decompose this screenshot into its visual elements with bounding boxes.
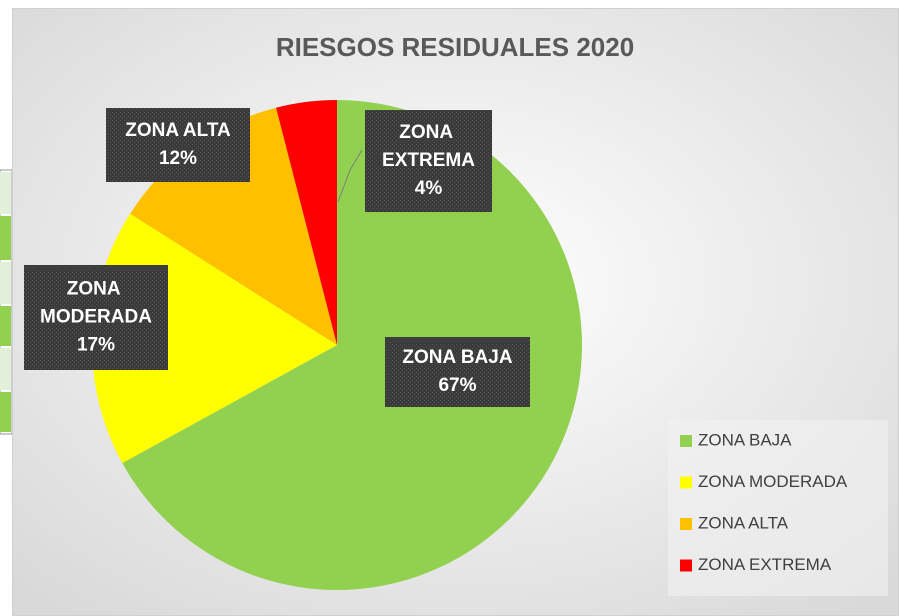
legend-label: ZONA MODERADA <box>698 472 848 491</box>
data-label-value: 4% <box>415 178 443 199</box>
pie-slice <box>122 100 583 590</box>
sheet-fragment <box>0 169 13 435</box>
legend-label: ZONA EXTREMA <box>698 555 832 574</box>
data-label-value: 12% <box>159 148 197 169</box>
leader-line <box>337 149 363 203</box>
data-label-name: ZONA BAJA <box>402 347 512 368</box>
data-label-name: ZONA MODERADA <box>40 279 152 328</box>
pie-slice <box>276 100 337 345</box>
legend-label: ZONA ALTA <box>698 513 789 532</box>
data-label-value: 17% <box>77 335 115 356</box>
legend-swatch <box>680 518 692 530</box>
chart-title: RIESGOS RESIDUALES 2020 <box>276 32 634 62</box>
data-label-name: ZONA ALTA <box>125 120 231 141</box>
data-label-box <box>365 110 492 212</box>
legend-swatch <box>680 559 692 572</box>
legend-box <box>668 420 888 596</box>
data-label-box <box>24 265 168 370</box>
data-label-value: 67% <box>438 375 476 396</box>
legend-swatch <box>680 476 692 489</box>
legend-label: ZONA BAJA <box>698 430 792 449</box>
data-label-box <box>106 108 250 182</box>
data-label-name: ZONA EXTREMA <box>382 122 475 171</box>
data-label-box <box>385 337 530 407</box>
legend-swatch <box>680 435 692 447</box>
